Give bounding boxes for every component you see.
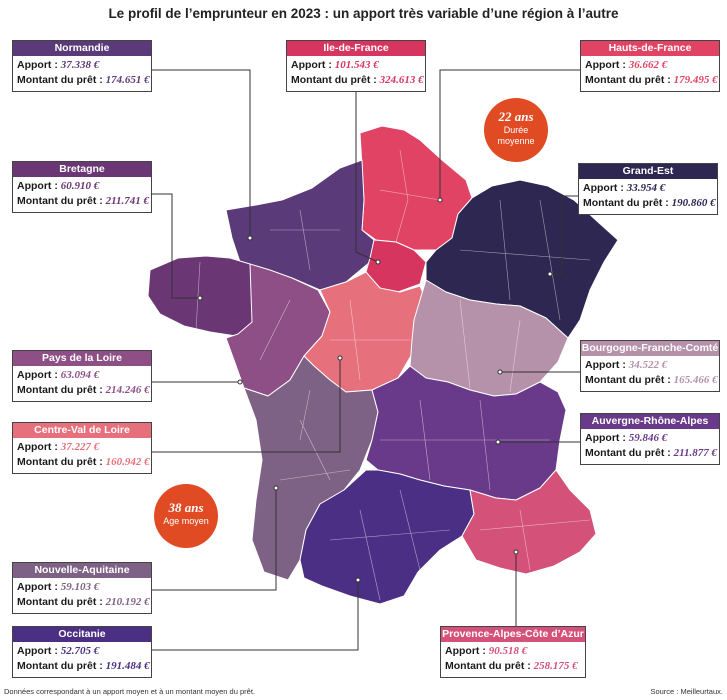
apport-value: 63.094 € xyxy=(60,369,100,381)
apport-value: 34.522 € xyxy=(628,359,668,371)
region-bretagne xyxy=(147,255,263,337)
montant-value: 165.466 € xyxy=(673,374,718,386)
montant-value: 179.495 € xyxy=(673,74,718,86)
apport-label: Apport : xyxy=(585,59,629,71)
apport-label: Apport : xyxy=(17,180,61,192)
leader-grandest xyxy=(550,195,578,275)
leader-cvl xyxy=(152,358,341,453)
montant-value: 211.877 € xyxy=(673,447,718,459)
apport-value: 59.103 € xyxy=(60,581,100,593)
card-header: Auvergne-Rhône-Alpes xyxy=(581,414,719,429)
age-label: Age moyen xyxy=(163,516,209,526)
montant-label: Montant du prêt : xyxy=(17,660,106,672)
montant-value: 211.741 € xyxy=(105,195,150,207)
duree-value: 22 ans xyxy=(498,109,534,124)
apport-value: 37.338 € xyxy=(60,59,100,71)
leader-hdf xyxy=(439,69,580,200)
card-ile-de-france: Ile-de-France Apport : 101.543 € Montant… xyxy=(286,40,426,92)
montant-label: Montant du prêt : xyxy=(291,74,380,86)
apport-value: 37.227 € xyxy=(60,441,100,453)
card-header: Occitanie xyxy=(13,627,151,642)
leader-occitanie xyxy=(152,580,359,651)
source-credit: Source : Meilleurtaux. xyxy=(650,687,723,696)
card-occitanie: Occitanie Apport : 52.705 € Montant du p… xyxy=(12,626,152,678)
apport-value: 60.910 € xyxy=(60,180,100,192)
card-header: Provence-Alpes-Côte d’Azur xyxy=(441,627,585,642)
apport-value: 52.705 € xyxy=(60,645,100,657)
leader-naq xyxy=(152,488,277,591)
card-header: Nouvelle-Aquitaine xyxy=(13,563,151,578)
apport-value: 33.954 € xyxy=(626,182,666,194)
card-bretagne: Bretagne Apport : 60.910 € Montant du pr… xyxy=(12,161,152,213)
age-moyen-badge: 38 ans Age moyen xyxy=(154,484,218,548)
apport-label: Apport : xyxy=(17,441,61,453)
card-header: Pays de la Loire xyxy=(13,351,151,366)
montant-label: Montant du prêt : xyxy=(17,384,106,396)
footnote: Données correspondant à un apport moyen … xyxy=(4,687,255,696)
apport-label: Apport : xyxy=(17,581,61,593)
montant-label: Montant du prêt : xyxy=(17,195,106,207)
apport-value: 90.518 € xyxy=(488,645,528,657)
leader-bretagne xyxy=(152,193,200,299)
card-header: Normandie xyxy=(13,41,151,56)
card-centre-val-de-loire: Centre-Val de Loire Apport : 37.227 € Mo… xyxy=(12,422,152,474)
montant-label: Montant du prêt : xyxy=(445,660,534,672)
montant-value: 258.175 € xyxy=(533,660,578,672)
age-value: 38 ans xyxy=(168,500,204,515)
duree-moyenne-badge: 22 ans Durée moyenne xyxy=(484,98,548,162)
apport-value: 101.543 € xyxy=(334,59,379,71)
card-header: Hauts-de-France xyxy=(581,41,719,56)
region-provence-alpes-cote-dazur xyxy=(461,469,597,575)
montant-value: 191.484 € xyxy=(105,660,150,672)
montant-value: 174.651 € xyxy=(105,74,150,86)
card-provence-alpes-cote-dazur: Provence-Alpes-Côte d’Azur Apport : 90.5… xyxy=(440,626,586,678)
montant-value: 210.192 € xyxy=(105,596,150,608)
apport-label: Apport : xyxy=(17,645,61,657)
card-header: Bourgogne-Franche-Comté xyxy=(581,341,719,356)
apport-label: Apport : xyxy=(585,432,629,444)
montant-label: Montant du prêt : xyxy=(17,74,106,86)
card-nouvelle-aquitaine: Nouvelle-Aquitaine Apport : 59.103 € Mon… xyxy=(12,562,152,614)
apport-label: Apport : xyxy=(17,59,61,71)
montant-value: 324.613 € xyxy=(379,74,424,86)
montant-label: Montant du prêt : xyxy=(583,197,672,209)
leader-normandie xyxy=(152,69,251,238)
apport-label: Apport : xyxy=(583,182,627,194)
card-auvergne-rhone-alpes: Auvergne-Rhône-Alpes Apport : 59.846 € M… xyxy=(580,413,720,465)
apport-label: Apport : xyxy=(17,369,61,381)
apport-label: Apport : xyxy=(291,59,335,71)
montant-value: 190.860 € xyxy=(671,197,716,209)
region-centre-val-de-loire xyxy=(303,271,427,393)
card-header: Grand-Est xyxy=(579,164,717,179)
card-header: Bretagne xyxy=(13,162,151,177)
duree-label-1: Durée xyxy=(503,125,529,135)
apport-value: 36.662 € xyxy=(628,59,668,71)
leader-idf xyxy=(355,92,379,263)
montant-label: Montant du prêt : xyxy=(585,447,674,459)
page-title: Le profil de l’emprunteur en 2023 : un a… xyxy=(108,6,619,21)
montant-label: Montant du prêt : xyxy=(585,374,674,386)
duree-label-2: moyenne xyxy=(497,136,535,146)
card-hauts-de-france: Hauts-de-France Apport : 36.662 € Montan… xyxy=(580,40,720,92)
region-grand-est xyxy=(425,179,619,339)
apport-label: Apport : xyxy=(585,359,629,371)
montant-label: Montant du prêt : xyxy=(17,596,106,608)
card-normandie: Normandie Apport : 37.338 € Montant du p… xyxy=(12,40,152,92)
region-nouvelle-aquitaine xyxy=(243,355,379,581)
card-header: Centre-Val de Loire xyxy=(13,423,151,438)
montant-label: Montant du prêt : xyxy=(17,456,106,468)
apport-value: 59.846 € xyxy=(628,432,668,444)
apport-label: Apport : xyxy=(445,645,489,657)
montant-value: 214.246 € xyxy=(105,384,150,396)
montant-label: Montant du prêt : xyxy=(585,74,674,86)
region-ile-de-france xyxy=(365,239,427,293)
card-bourgogne-franche-comte: Bourgogne-Franche-Comté Apport : 34.522 … xyxy=(580,340,720,392)
card-pays-de-la-loire: Pays de la Loire Apport : 63.094 € Monta… xyxy=(12,350,152,402)
montant-value: 160.942 € xyxy=(105,456,150,468)
card-header: Ile-de-France xyxy=(287,41,425,56)
card-grand-est: Grand-Est Apport : 33.954 € Montant du p… xyxy=(578,163,718,215)
